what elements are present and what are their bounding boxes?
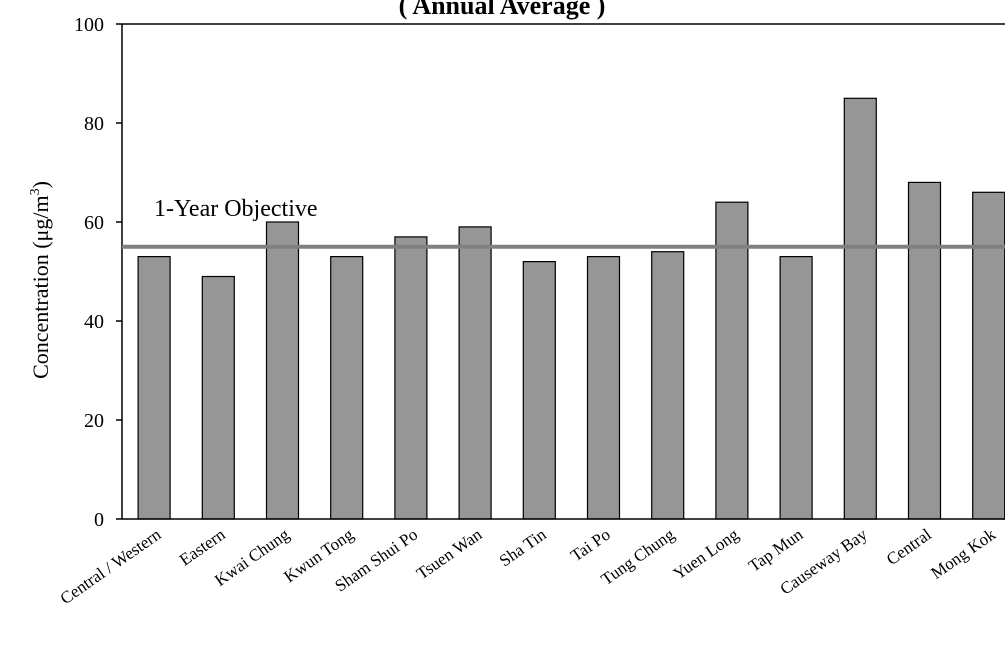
bar [394,236,428,520]
objective-label: 1-Year Objective [154,196,318,222]
x-tick-label: Mong Kok [927,524,999,582]
y-axis-label: Concentration (μg/m3) [28,181,53,379]
y-tick-label: 40 [84,311,104,333]
x-tick-label: Tai Po [567,525,614,566]
bar [715,201,749,520]
bar [330,256,364,520]
x-tick-label: Central [883,525,935,569]
x-tick-label: Eastern [176,524,229,569]
bar [265,221,300,520]
bar [586,256,621,520]
bar [201,275,235,520]
x-tick-label: Sha Tin [496,524,550,570]
x-tick-label: Yuen Long [670,524,743,583]
y-tick-label: 60 [84,212,104,234]
bar [651,251,685,520]
x-tick-label: Tsuen Wan [413,524,486,583]
x-tick-label: Central / Western [57,524,165,608]
y-tick-label: 20 [84,410,104,432]
chart-title: ( Annual Average ) [399,0,606,20]
bar [779,256,813,520]
y-tick-label: 0 [94,509,104,531]
bar [843,97,877,520]
bar [137,256,171,520]
y-tick-label: 80 [84,113,104,135]
bar [972,191,1005,520]
bar [522,261,556,520]
y-tick-label: 100 [74,14,104,36]
bar [907,181,942,520]
y-axis-ticks: 0 20 40 60 80 100 [74,14,122,531]
bars-group [137,97,1005,520]
bar [458,226,492,520]
x-tick-label: Tung Chung [598,524,679,589]
